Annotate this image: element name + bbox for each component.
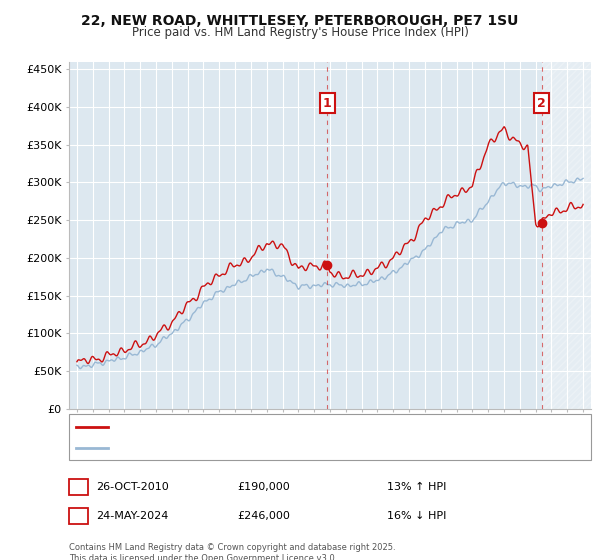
- Text: 26-OCT-2010: 26-OCT-2010: [96, 482, 169, 492]
- Text: Contains HM Land Registry data © Crown copyright and database right 2025.
This d: Contains HM Land Registry data © Crown c…: [69, 543, 395, 560]
- Text: 22, NEW ROAD, WHITTLESEY, PETERBOROUGH, PE7 1SU (detached house): 22, NEW ROAD, WHITTLESEY, PETERBOROUGH, …: [114, 422, 502, 432]
- Text: £190,000: £190,000: [237, 482, 290, 492]
- Text: 22, NEW ROAD, WHITTLESEY, PETERBOROUGH, PE7 1SU: 22, NEW ROAD, WHITTLESEY, PETERBOROUGH, …: [82, 14, 518, 28]
- Text: 24-MAY-2024: 24-MAY-2024: [96, 511, 169, 521]
- Text: £246,000: £246,000: [237, 511, 290, 521]
- Text: 1: 1: [74, 480, 83, 494]
- Bar: [542, 62, 591, 409]
- Text: 1: 1: [323, 97, 332, 110]
- Text: HPI: Average price, detached house, Fenland: HPI: Average price, detached house, Fenl…: [114, 443, 348, 453]
- Text: 2: 2: [537, 97, 546, 110]
- Text: Price paid vs. HM Land Registry's House Price Index (HPI): Price paid vs. HM Land Registry's House …: [131, 26, 469, 39]
- Text: 16% ↓ HPI: 16% ↓ HPI: [387, 511, 446, 521]
- Text: 13% ↑ HPI: 13% ↑ HPI: [387, 482, 446, 492]
- Text: 2: 2: [74, 510, 83, 523]
